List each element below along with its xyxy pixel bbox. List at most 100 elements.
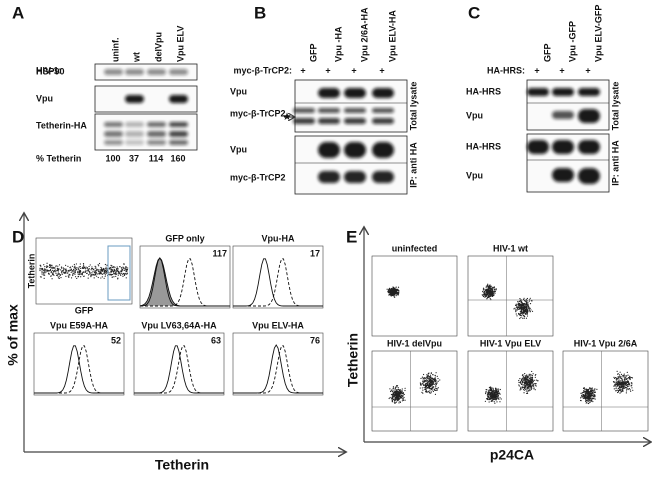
blot-band <box>552 88 574 96</box>
footer-value: 114 <box>149 153 164 163</box>
dot <box>126 273 128 275</box>
dot <box>63 271 65 273</box>
dot <box>88 270 90 272</box>
dot <box>482 287 485 289</box>
dot <box>68 275 70 277</box>
dot <box>626 383 629 386</box>
dot <box>628 385 630 387</box>
dot <box>58 277 61 279</box>
dot <box>527 383 529 385</box>
dot <box>495 389 497 391</box>
dot <box>527 303 529 306</box>
dot <box>490 388 492 391</box>
dot <box>395 286 397 288</box>
dot <box>592 389 594 391</box>
dot <box>103 277 105 279</box>
dot <box>430 372 432 374</box>
dot <box>59 274 61 276</box>
dot <box>94 267 97 269</box>
dot <box>484 293 487 295</box>
dot <box>56 275 59 277</box>
dot <box>123 272 125 275</box>
dot <box>519 314 522 316</box>
dot <box>45 271 47 273</box>
dot <box>589 394 592 396</box>
dot <box>522 388 525 391</box>
dot <box>525 304 528 306</box>
dot <box>487 293 489 295</box>
dot <box>619 388 621 391</box>
dot <box>490 395 492 397</box>
dot <box>100 272 102 274</box>
dot <box>90 269 92 271</box>
dot <box>81 274 83 276</box>
lane-label: uninf. <box>110 38 120 63</box>
blot-band <box>125 140 144 145</box>
dot <box>482 294 484 296</box>
dot <box>82 271 84 274</box>
dot <box>489 389 492 392</box>
dot <box>524 373 526 375</box>
blot-band <box>372 171 394 183</box>
dot <box>489 292 491 295</box>
dot <box>619 392 621 394</box>
dot <box>589 388 591 390</box>
dot <box>401 395 403 397</box>
dot <box>104 274 107 276</box>
dot <box>492 388 494 390</box>
dot <box>87 268 89 270</box>
dot <box>488 394 490 396</box>
dot <box>623 385 625 388</box>
row-label: HA-HRS <box>466 141 501 151</box>
dot <box>629 389 631 391</box>
dot <box>489 294 491 296</box>
dot <box>83 264 85 266</box>
dot <box>493 395 495 397</box>
dot <box>534 384 536 386</box>
dot <box>428 387 430 389</box>
dot <box>397 388 400 391</box>
dot <box>105 272 108 274</box>
dot <box>623 373 625 375</box>
dot <box>108 268 110 270</box>
dot <box>522 380 524 382</box>
dot <box>484 400 486 402</box>
dot <box>434 389 436 391</box>
scatter-axis-label: Tetherin <box>26 254 36 289</box>
dot <box>613 388 615 390</box>
dot <box>625 384 627 387</box>
dot <box>422 392 424 394</box>
dot <box>520 300 523 303</box>
dot <box>488 296 490 299</box>
lane-label: Vpu ELV <box>175 26 185 62</box>
dotplot-frame <box>467 350 554 432</box>
lane-label: Vpu ELV-HA <box>387 10 397 62</box>
dot <box>525 381 527 383</box>
dot <box>74 276 77 278</box>
blot-band <box>318 118 340 124</box>
dot <box>614 383 616 386</box>
dot <box>68 276 70 278</box>
dot <box>433 383 435 386</box>
dot <box>43 264 45 266</box>
dot <box>429 392 431 394</box>
dot <box>419 387 421 389</box>
dot <box>529 375 531 377</box>
plot-title: HIV-1 delVpu <box>387 338 442 348</box>
group-label: HA-HRS: <box>487 65 525 75</box>
dot <box>623 374 625 377</box>
row-label: Vpu <box>466 110 483 120</box>
dot <box>402 396 404 398</box>
dot <box>587 390 589 392</box>
dot <box>596 388 598 390</box>
dot <box>594 396 596 398</box>
dot <box>494 292 496 294</box>
dot <box>397 294 399 296</box>
dot <box>488 392 490 395</box>
dot <box>532 380 534 383</box>
dot <box>523 312 525 314</box>
dot <box>92 270 94 272</box>
dot <box>424 388 426 390</box>
dot <box>50 267 52 269</box>
dot <box>48 266 51 269</box>
